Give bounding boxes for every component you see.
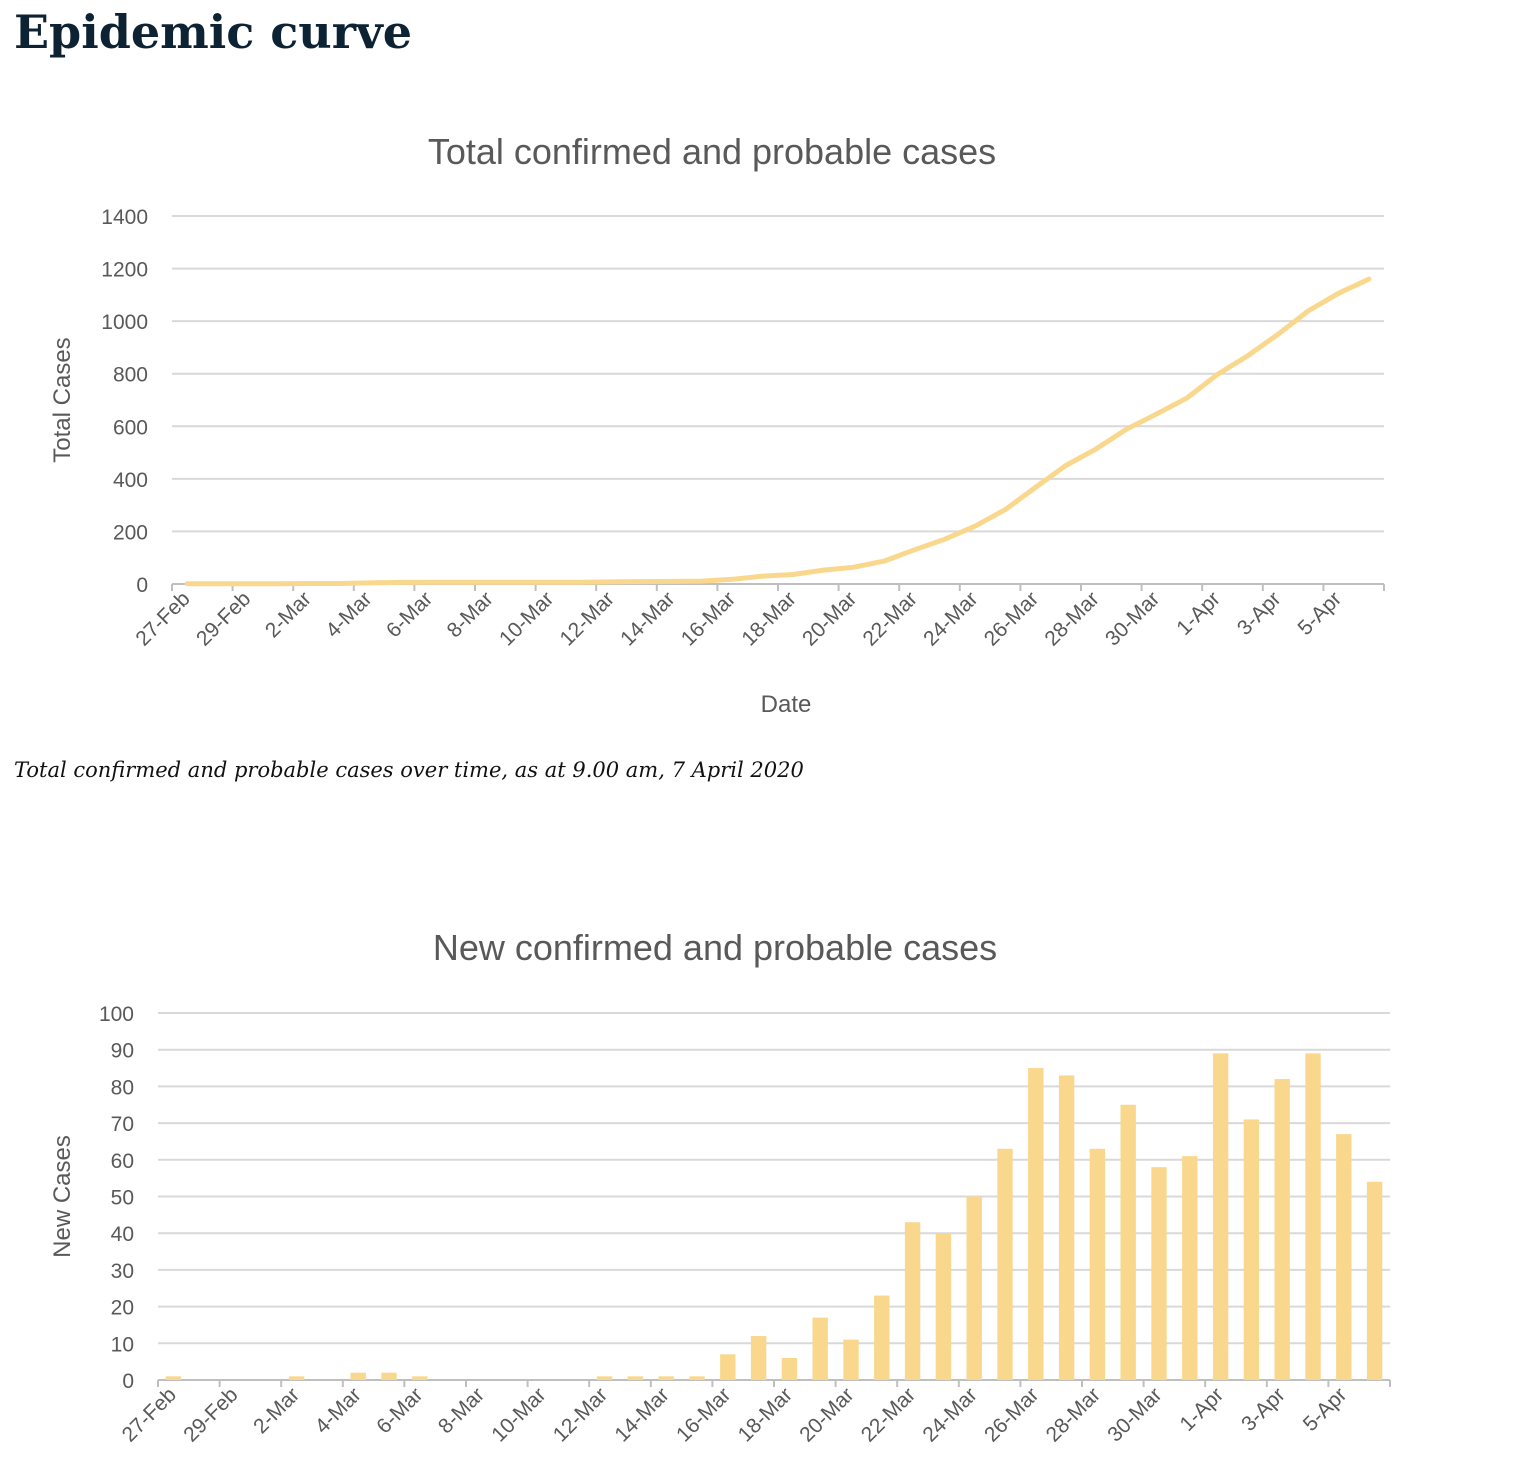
- bar: [658, 1376, 674, 1380]
- y-tick-label: 1000: [101, 311, 148, 334]
- x-tick-label: 12-Mar: [556, 587, 619, 650]
- x-tick-label: 18-Mar: [737, 587, 800, 650]
- x-tick-label: 26-Mar: [980, 1383, 1043, 1446]
- y-tick-label: 90: [111, 1040, 134, 1063]
- y-tick-label: 1200: [101, 259, 148, 282]
- bar: [874, 1295, 890, 1380]
- bar: [1151, 1167, 1167, 1380]
- y-axis-title: New Cases: [49, 1135, 76, 1258]
- x-tick-label: 29-Feb: [192, 587, 255, 650]
- y-axis-title: Total Cases: [49, 337, 76, 462]
- x-tick-label: 29-Feb: [179, 1383, 242, 1446]
- x-tick-label: 5-Apr: [1294, 587, 1347, 640]
- y-tick-label: 80: [111, 1076, 134, 1099]
- bar: [1028, 1068, 1044, 1380]
- x-tick-label: 10-Mar: [495, 587, 558, 650]
- bar: [904, 1222, 921, 1380]
- x-tick-label: 16-Mar: [677, 587, 740, 650]
- x-tick-label: 6-Mar: [372, 1383, 427, 1438]
- bar: [1305, 1053, 1321, 1380]
- bar: [1243, 1119, 1260, 1380]
- y-tick-label: 400: [113, 469, 148, 492]
- x-tick-label: 5-Apr: [1299, 1383, 1352, 1436]
- bar: [843, 1339, 859, 1380]
- x-tick-label: 6-Mar: [382, 587, 437, 642]
- bar: [627, 1376, 644, 1380]
- bar: [1182, 1156, 1198, 1380]
- x-tick-label: 28-Mar: [1040, 587, 1103, 650]
- page-title: Epidemic curve: [14, 5, 412, 59]
- x-tick-label: 30-Mar: [1101, 587, 1164, 650]
- x-tick-label: 3-Apr: [1237, 1383, 1290, 1436]
- x-tick-label: 30-Mar: [1103, 1383, 1166, 1446]
- chart-title: Total confirmed and probable cases: [428, 131, 996, 172]
- x-tick-label: 10-Mar: [487, 1383, 550, 1446]
- y-tick-label: 100: [99, 1003, 134, 1026]
- x-tick-label: 4-Mar: [321, 587, 376, 642]
- bar: [1274, 1079, 1290, 1380]
- bar: [165, 1376, 182, 1380]
- x-tick-label: 24-Mar: [919, 587, 982, 650]
- x-tick-label: 14-Mar: [616, 587, 679, 650]
- bar: [935, 1233, 952, 1380]
- x-tick-label: 12-Mar: [549, 1383, 612, 1446]
- bar: [1058, 1075, 1075, 1380]
- bar: [1120, 1104, 1136, 1380]
- total-cases-line-chart: Total confirmed and probable cases 0 200 40…: [49, 131, 1385, 718]
- x-tick-label: 1-Apr: [1176, 1383, 1229, 1436]
- bar: [1089, 1148, 1106, 1380]
- bar: [1212, 1053, 1229, 1380]
- bar: [412, 1376, 428, 1380]
- bar: [966, 1196, 982, 1380]
- x-tick-label: 2-Mar: [261, 587, 316, 642]
- bar: [1366, 1181, 1383, 1380]
- x-tick-label: 8-Mar: [443, 587, 498, 642]
- y-tick-label: 20: [111, 1297, 134, 1320]
- x-tick-label: 8-Mar: [434, 1383, 489, 1438]
- y-tick-label: 60: [111, 1150, 134, 1173]
- x-tick-label: 20-Mar: [798, 587, 861, 650]
- bar: [720, 1354, 736, 1380]
- bar: [997, 1148, 1013, 1380]
- bar: [1336, 1134, 1352, 1380]
- x-tick-label: 26-Mar: [980, 587, 1043, 650]
- bar: [381, 1372, 397, 1380]
- y-tick-label: 1400: [101, 206, 148, 229]
- y-tick-label: 800: [113, 364, 148, 387]
- x-tick-label: 3-Apr: [1233, 587, 1286, 640]
- x-tick-label: 1-Apr: [1172, 587, 1225, 640]
- x-axis-title: Date: [761, 691, 812, 718]
- y-tick-label: 30: [111, 1260, 134, 1283]
- x-tick-label: 20-Mar: [795, 1383, 858, 1446]
- bar: [781, 1357, 798, 1380]
- x-tick-label: 24-Mar: [918, 1383, 981, 1446]
- x-tick-label: 22-Mar: [859, 587, 922, 650]
- x-tick-label: 28-Mar: [1042, 1383, 1105, 1446]
- bar: [750, 1335, 767, 1380]
- bar: [350, 1372, 366, 1380]
- x-tick-label: 18-Mar: [734, 1383, 797, 1446]
- series-line-total-cases: [184, 276, 1372, 587]
- y-tick-label: 0: [122, 1370, 134, 1393]
- bar: [812, 1317, 828, 1380]
- chart-title: New confirmed and probable cases: [433, 927, 997, 968]
- y-tick-label: 70: [111, 1113, 134, 1136]
- y-tick-label: 0: [136, 574, 148, 597]
- y-tick-label: 600: [113, 416, 148, 439]
- chart-caption: Total confirmed and probable cases over …: [14, 758, 804, 782]
- x-tick-label: 22-Mar: [857, 1383, 920, 1446]
- x-tick-label: 2-Mar: [249, 1383, 304, 1438]
- bar: [689, 1376, 705, 1380]
- bar: [288, 1376, 305, 1380]
- x-tick-label: 14-Mar: [610, 1383, 673, 1446]
- y-tick-label: 50: [111, 1187, 134, 1210]
- x-tick-label: 4-Mar: [311, 1383, 366, 1438]
- y-tick-label: 40: [111, 1223, 134, 1246]
- bar: [596, 1376, 613, 1380]
- x-tick-label: 16-Mar: [672, 1383, 735, 1446]
- y-tick-label: 200: [113, 521, 148, 544]
- new-cases-bar-chart: New confirmed and probable cases 0 10 20 30 4…: [49, 927, 1391, 1447]
- y-tick-label: 10: [111, 1333, 134, 1356]
